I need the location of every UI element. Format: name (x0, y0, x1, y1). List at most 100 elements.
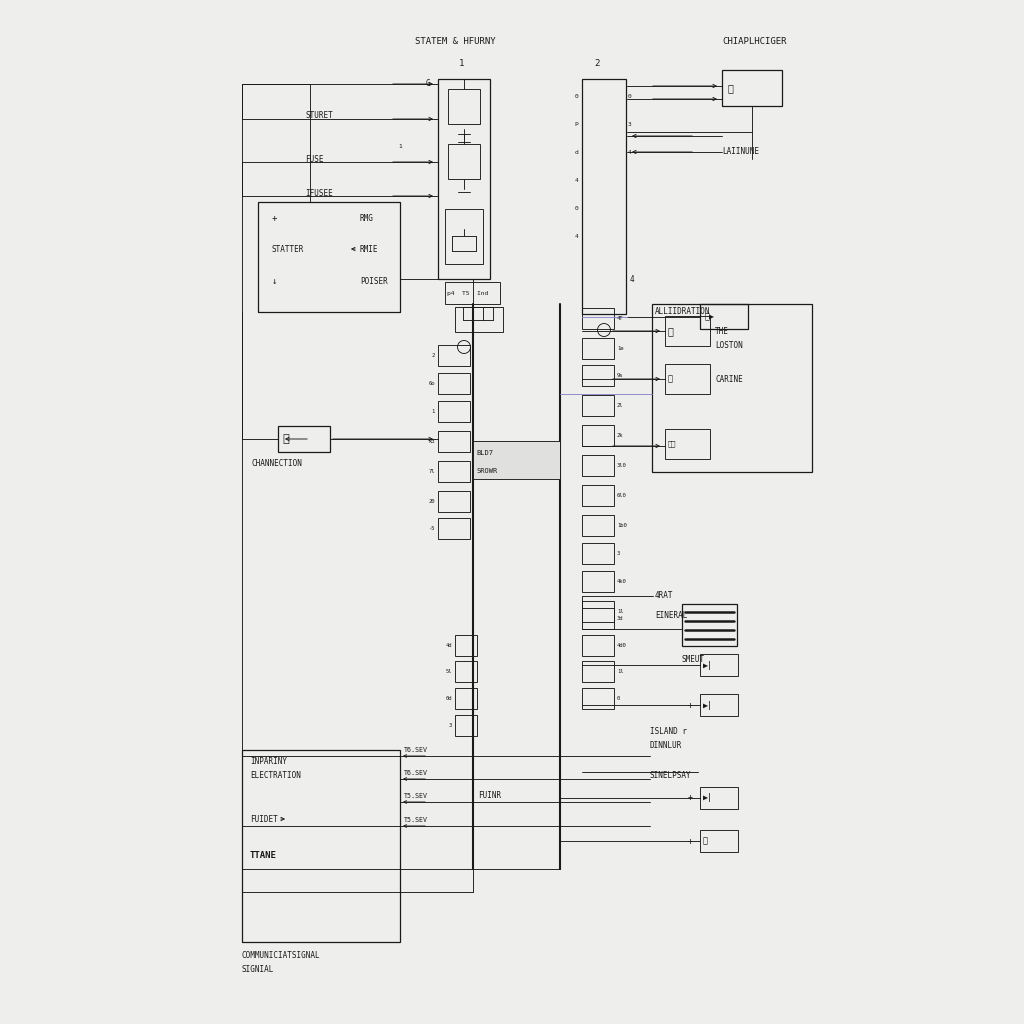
Text: STATTER: STATTER (272, 245, 304, 254)
Text: 2: 2 (432, 353, 435, 358)
Text: G: G (425, 80, 430, 88)
Text: ALLIIDRATION: ALLIIDRATION (655, 307, 711, 316)
Bar (438, 461, 470, 482)
Text: 4T: 4T (617, 316, 624, 321)
Text: p4  T5  Ind: p4 T5 Ind (447, 291, 488, 296)
Text: FUIDET: FUIDET (250, 814, 278, 823)
Text: +: + (272, 214, 278, 223)
Text: LAIINUNE: LAIINUNE (722, 147, 759, 157)
Text: 2k: 2k (617, 433, 624, 438)
Text: FUINR: FUINR (478, 792, 501, 801)
Bar (582, 365, 614, 386)
Text: k3: k3 (428, 439, 435, 444)
Text: THE: THE (715, 327, 729, 336)
Text: T6.SEV: T6.SEV (404, 770, 428, 776)
Bar (700, 694, 738, 716)
Bar (455, 662, 477, 682)
Text: 3d: 3d (617, 616, 624, 621)
Text: ⭑: ⭑ (668, 375, 673, 384)
Text: 4d0: 4d0 (617, 643, 627, 648)
Bar (278, 426, 330, 452)
Bar (455, 635, 477, 656)
Text: 4: 4 (628, 150, 632, 155)
Text: 0d: 0d (445, 696, 452, 701)
Bar (665, 364, 710, 394)
Bar (445, 282, 500, 304)
Bar (582, 395, 614, 416)
Text: 4d: 4d (445, 643, 452, 648)
Bar (582, 601, 614, 622)
Bar (438, 79, 490, 279)
Text: SROWR: SROWR (476, 468, 498, 474)
Text: 4: 4 (630, 274, 635, 284)
Text: ⦿▶: ⦿▶ (705, 312, 715, 322)
Text: RMG: RMG (360, 214, 374, 223)
Text: EINERAL: EINERAL (655, 611, 687, 621)
Text: INPARINY: INPARINY (250, 758, 287, 767)
Text: ▶|: ▶| (703, 660, 713, 670)
Text: DINNLUR: DINNLUR (650, 741, 682, 751)
Text: ▶|: ▶| (703, 700, 713, 710)
Bar (665, 429, 710, 459)
Text: 4RAT: 4RAT (655, 592, 674, 600)
Bar (258, 202, 400, 312)
Bar (582, 79, 626, 314)
Bar (438, 345, 470, 366)
Text: BLD7: BLD7 (476, 450, 493, 456)
Text: 4: 4 (574, 233, 578, 239)
Bar (582, 338, 614, 359)
Text: ↓: ↓ (272, 278, 278, 287)
Text: 5l: 5l (445, 669, 452, 674)
Text: 1e: 1e (617, 346, 624, 351)
Text: 1: 1 (460, 59, 465, 69)
Bar (438, 518, 470, 539)
Bar (438, 431, 470, 452)
Text: ⦿: ⦿ (668, 326, 674, 336)
Text: CARINE: CARINE (715, 375, 742, 384)
Bar (438, 373, 470, 394)
Text: ⧉: ⧉ (727, 83, 733, 93)
Bar (582, 662, 614, 682)
Bar (582, 608, 614, 629)
Text: T6.SEV: T6.SEV (404, 746, 428, 753)
Text: +: + (688, 794, 693, 803)
Text: CHANNECTION: CHANNECTION (252, 460, 303, 469)
Bar (582, 635, 614, 656)
Text: 0: 0 (617, 696, 621, 701)
Bar (700, 787, 738, 809)
Bar (582, 485, 614, 506)
Bar (582, 515, 614, 536)
Text: 0: 0 (574, 93, 578, 98)
Text: T5.SEV: T5.SEV (404, 793, 428, 799)
Text: 4k0: 4k0 (617, 579, 627, 584)
Text: ISLAND r: ISLAND r (650, 727, 687, 736)
Bar (582, 688, 614, 709)
Bar (700, 830, 738, 852)
Bar (582, 571, 614, 592)
Text: ⦿: ⦿ (282, 434, 289, 444)
Bar (455, 307, 503, 332)
Bar (438, 401, 470, 422)
Text: 2l: 2l (617, 403, 624, 408)
Text: POISER: POISER (360, 278, 388, 287)
Text: 3: 3 (617, 551, 621, 556)
Text: ELECTRATION: ELECTRATION (250, 771, 301, 780)
Text: 6o: 6o (428, 381, 435, 386)
Text: 6l0: 6l0 (617, 493, 627, 498)
Text: ⭓⭓: ⭓⭓ (668, 440, 677, 447)
Bar (700, 304, 748, 329)
Text: 3l0: 3l0 (617, 463, 627, 468)
Text: 1l: 1l (617, 669, 624, 674)
Text: 1: 1 (398, 144, 401, 150)
Text: STATEM & HFURNY: STATEM & HFURNY (415, 38, 496, 46)
Text: 0: 0 (628, 93, 632, 98)
Text: SINELPSAY: SINELPSAY (650, 771, 691, 780)
Text: STURET: STURET (305, 112, 333, 121)
Text: RMIE: RMIE (360, 245, 379, 254)
Text: 20: 20 (428, 499, 435, 504)
Text: 1l: 1l (617, 609, 624, 614)
Text: FUSE: FUSE (305, 155, 324, 164)
Text: IFUSEE: IFUSEE (305, 188, 333, 198)
Text: ▶|: ▶| (703, 794, 713, 803)
Text: 3: 3 (449, 723, 452, 728)
